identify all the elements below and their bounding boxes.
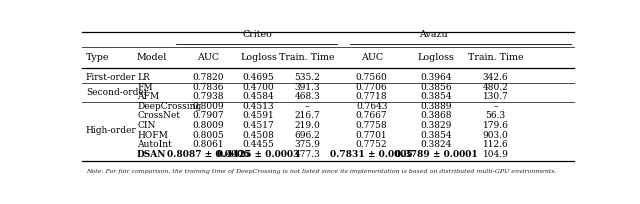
Text: 0.3856: 0.3856 [420, 83, 452, 92]
Text: AUC: AUC [197, 53, 219, 62]
Text: 0.4695: 0.4695 [243, 73, 275, 82]
Text: LR: LR [137, 73, 150, 82]
Text: 477.3: 477.3 [294, 150, 320, 159]
Text: 0.7836: 0.7836 [192, 83, 224, 92]
Text: 0.3829: 0.3829 [420, 121, 452, 130]
Text: 0.7758: 0.7758 [356, 121, 388, 130]
Text: Logloss: Logloss [418, 53, 454, 62]
Text: Note: For fair comparison, the training time of DeepCrossing is not listed since: Note: For fair comparison, the training … [86, 169, 557, 174]
Text: 130.7: 130.7 [483, 92, 509, 101]
Text: –: – [493, 102, 498, 111]
Text: 0.4455: 0.4455 [243, 140, 275, 149]
Text: CIN: CIN [137, 121, 156, 130]
Text: 0.3854: 0.3854 [420, 131, 452, 140]
Text: 0.4517: 0.4517 [243, 121, 275, 130]
Text: 342.6: 342.6 [483, 73, 508, 82]
Text: 0.8009: 0.8009 [192, 102, 224, 111]
Text: Model: Model [137, 53, 168, 62]
Text: FM: FM [137, 83, 153, 92]
Text: Logloss: Logloss [240, 53, 277, 62]
Text: 0.3964: 0.3964 [420, 73, 452, 82]
Text: 0.4508: 0.4508 [243, 131, 275, 140]
Text: 535.2: 535.2 [294, 73, 320, 82]
Text: 0.4513: 0.4513 [243, 102, 275, 111]
Text: 0.7667: 0.7667 [356, 111, 387, 121]
Text: 0.8061: 0.8061 [192, 140, 224, 149]
Text: 0.4584: 0.4584 [243, 92, 275, 101]
Text: 696.2: 696.2 [294, 131, 320, 140]
Text: 0.3824: 0.3824 [420, 140, 452, 149]
Text: DSAN: DSAN [137, 150, 166, 159]
Text: 219.0: 219.0 [294, 121, 320, 130]
Text: 903.0: 903.0 [483, 131, 509, 140]
Text: 0.7820: 0.7820 [192, 73, 224, 82]
Text: 0.7752: 0.7752 [356, 140, 387, 149]
Text: AFM: AFM [137, 92, 159, 101]
Text: High-order: High-order [86, 126, 137, 135]
Text: 0.3789 ± 0.0001: 0.3789 ± 0.0001 [395, 150, 477, 159]
Text: 0.7706: 0.7706 [356, 83, 387, 92]
Text: –: – [305, 102, 309, 111]
Text: 0.7938: 0.7938 [192, 92, 224, 101]
Text: 112.6: 112.6 [483, 140, 509, 149]
Text: 480.2: 480.2 [483, 83, 509, 92]
Text: Avazu: Avazu [419, 30, 448, 39]
Text: 0.4700: 0.4700 [243, 83, 275, 92]
Text: 0.7718: 0.7718 [356, 92, 387, 101]
Text: 0.7701: 0.7701 [356, 131, 387, 140]
Text: 0.8009: 0.8009 [192, 121, 224, 130]
Text: 0.8005: 0.8005 [192, 131, 224, 140]
Text: 391.3: 391.3 [294, 83, 320, 92]
Text: 0.7560: 0.7560 [356, 73, 388, 82]
Text: 0.3889: 0.3889 [420, 102, 452, 111]
Text: 0.3868: 0.3868 [420, 111, 452, 121]
Text: AUC: AUC [360, 53, 383, 62]
Text: HOFM: HOFM [137, 131, 168, 140]
Text: 0.7831 ± 0.0005: 0.7831 ± 0.0005 [330, 150, 413, 159]
Text: First-order: First-order [86, 73, 136, 82]
Text: Criteo: Criteo [243, 30, 273, 39]
Text: AutoInt: AutoInt [137, 140, 172, 149]
Text: 375.9: 375.9 [294, 140, 320, 149]
Text: Second-order: Second-order [86, 88, 148, 97]
Text: 216.7: 216.7 [294, 111, 320, 121]
Text: 179.6: 179.6 [483, 121, 509, 130]
Text: 0.3854: 0.3854 [420, 92, 452, 101]
Text: 56.3: 56.3 [486, 111, 506, 121]
Text: CrossNet: CrossNet [137, 111, 180, 121]
Text: 0.4591: 0.4591 [243, 111, 275, 121]
Text: Train. Time: Train. Time [279, 53, 335, 62]
Text: Type: Type [86, 53, 109, 62]
Text: 0.8087 ± 0.0006: 0.8087 ± 0.0006 [166, 150, 249, 159]
Text: 0.7643: 0.7643 [356, 102, 387, 111]
Text: 0.4425 ± 0.0003: 0.4425 ± 0.0003 [218, 150, 300, 159]
Text: 468.3: 468.3 [294, 92, 320, 101]
Text: 0.7907: 0.7907 [192, 111, 224, 121]
Text: DeepCrossing: DeepCrossing [137, 102, 202, 111]
Text: Train. Time: Train. Time [468, 53, 524, 62]
Text: 104.9: 104.9 [483, 150, 509, 159]
